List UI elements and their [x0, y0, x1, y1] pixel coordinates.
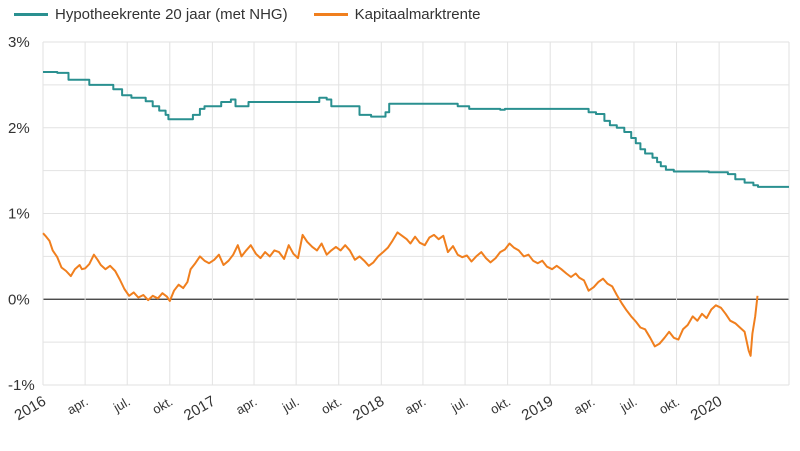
x-tick-label: okt. — [319, 394, 345, 417]
legend-swatch-hypotheekrente — [14, 13, 48, 16]
x-tick-label: apr. — [233, 394, 259, 418]
x-tick-label: apr. — [402, 394, 428, 418]
x-tick-label: 2017 — [181, 393, 218, 424]
x-tick-label: 2020 — [688, 393, 725, 424]
x-axis-ticks: 2016 apr. jul. okt. 2017 apr. jul. okt. 2018 apr.… — [12, 393, 726, 424]
x-tick-label: jul. — [110, 394, 133, 416]
x-tick-label: okt. — [150, 394, 176, 417]
legend-label-hypotheekrente: Hypotheekrente 20 jaar (met NHG) — [55, 6, 288, 23]
series-line-1 — [42, 231, 759, 357]
series-line-0 — [43, 71, 789, 188]
y-tick-label: 3% — [8, 34, 30, 51]
legend: Hypotheekrente 20 jaar (met NHG) Kapitaa… — [14, 6, 481, 23]
x-tick-label: 2016 — [12, 393, 49, 424]
legend-item-hypotheekrente[interactable]: Hypotheekrente 20 jaar (met NHG) — [14, 6, 288, 23]
x-tick-label: apr. — [64, 394, 90, 418]
x-tick-label: jul. — [448, 394, 471, 416]
series-lines — [42, 71, 789, 357]
x-tick-label: 2019 — [519, 393, 556, 424]
legend-label-kapitaalmarktrente: Kapitaalmarktrente — [354, 6, 481, 23]
legend-swatch-kapitaalmarktrente — [313, 13, 348, 16]
x-tick-label: okt. — [656, 394, 682, 417]
legend-item-kapitaalmarktrente[interactable]: Kapitaalmarktrente — [313, 6, 481, 23]
y-tick-label: 0% — [8, 291, 30, 308]
y-axis-ticks: 3% 2% 1% 0% -1% — [8, 34, 35, 394]
grid-lines — [42, 41, 790, 386]
x-tick-label: okt. — [487, 394, 513, 417]
y-tick-label: -1% — [8, 377, 35, 394]
y-tick-label: 1% — [8, 206, 30, 223]
y-tick-label: 2% — [8, 120, 30, 137]
x-tick-label: 2018 — [350, 393, 387, 424]
x-tick-label: apr. — [571, 394, 597, 418]
x-tick-label: jul. — [279, 394, 302, 416]
x-tick-label: jul. — [617, 394, 640, 416]
